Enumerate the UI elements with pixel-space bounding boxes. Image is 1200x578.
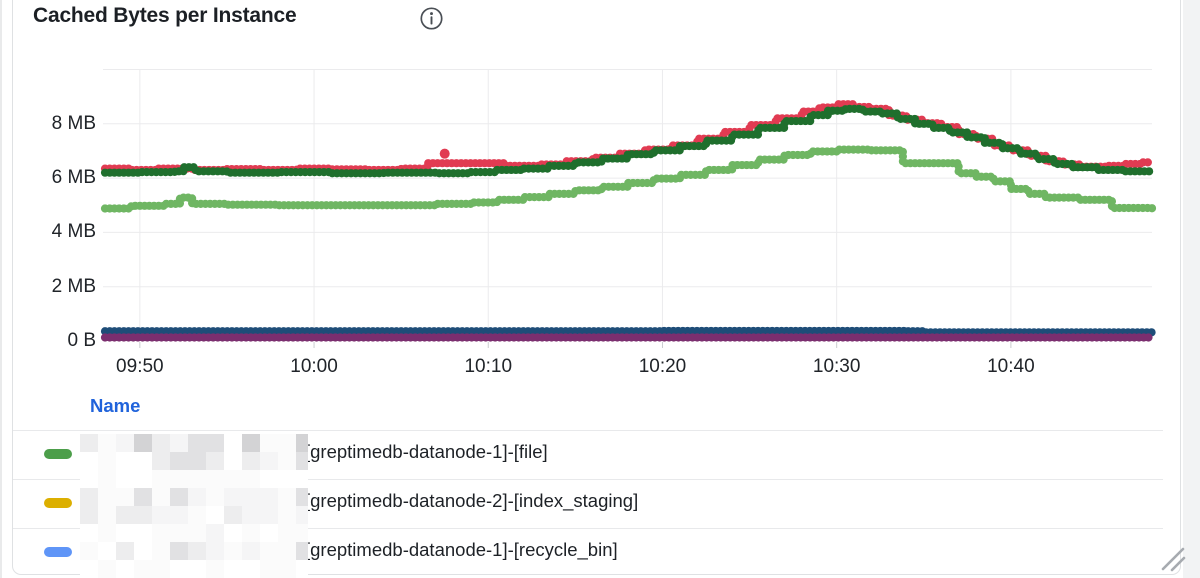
panel-resize-grip[interactable] (1154, 540, 1186, 572)
legend-separator (13, 479, 1163, 480)
x-tick-label: 10:30 (812, 356, 861, 377)
y-tick-label: 0 B (67, 330, 96, 351)
legend-series-name[interactable]: [greptimedb-datanode-2]-[index_staging] (305, 490, 639, 511)
x-tick-label: 10:10 (464, 356, 513, 377)
y-tick-label: 6 MB (51, 167, 96, 189)
page-title: Cached Bytes per Instance (33, 4, 297, 27)
legend-row-recycle-bin[interactable]: [greptimedb-datanode-1]-[recycle_bin] (13, 528, 1163, 577)
legend-series-name[interactable]: [greptimedb-datanode-1]-[file] (305, 441, 548, 462)
series-color-marker[interactable] (44, 547, 72, 557)
series-color-marker[interactable] (44, 498, 72, 508)
legend-separator (13, 430, 1163, 431)
info-icon[interactable] (418, 5, 445, 32)
legend-separator (13, 528, 1163, 529)
legend-name-column-header[interactable]: Name (90, 395, 141, 416)
legend-row-index-staging[interactable]: [greptimedb-datanode-2]-[index_staging] (13, 479, 1163, 528)
y-tick-label: 8 MB (51, 112, 96, 134)
x-tick-label: 10:40 (987, 356, 1035, 377)
legend-series-name[interactable]: [greptimedb-datanode-1]-[recycle_bin] (305, 539, 618, 560)
x-tick-label: 10:20 (638, 356, 687, 377)
legend-row-file[interactable]: [greptimedb-datanode-1]-[file] (13, 430, 1163, 479)
y-tick-label: 4 MB (51, 221, 96, 243)
x-tick-label: 09:50 (116, 356, 164, 377)
x-tick-label: 10:00 (290, 356, 338, 377)
redacted-pixelated-label-block (80, 434, 308, 578)
series-color-marker[interactable] (44, 449, 72, 459)
y-tick-label: 2 MB (51, 275, 96, 297)
